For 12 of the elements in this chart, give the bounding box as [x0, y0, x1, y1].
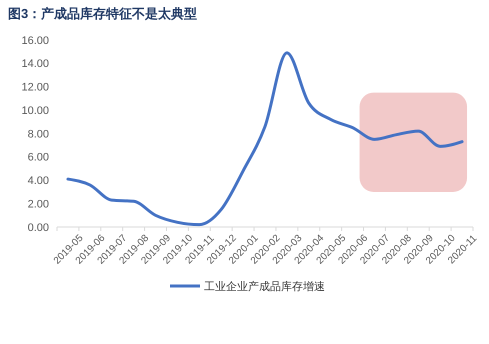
y-tick-label: 8.00: [28, 128, 49, 140]
legend-label: 工业企业产成品库存增速: [204, 280, 325, 293]
chart-title: 图3：产成品库存特征不是太典型: [8, 6, 198, 21]
y-tick-label: 14.00: [21, 58, 49, 70]
y-tick-label: 10.00: [21, 104, 49, 117]
y-tick-label: 0.00: [28, 222, 49, 234]
y-tick-label: 2.00: [28, 198, 49, 210]
y-tick-label: 16.00: [21, 34, 49, 47]
y-tick-label: 6.00: [28, 152, 49, 164]
line-series: [66, 51, 464, 226]
y-tick-label: 12.00: [21, 82, 49, 94]
y-tick-label: 4.00: [28, 175, 49, 188]
